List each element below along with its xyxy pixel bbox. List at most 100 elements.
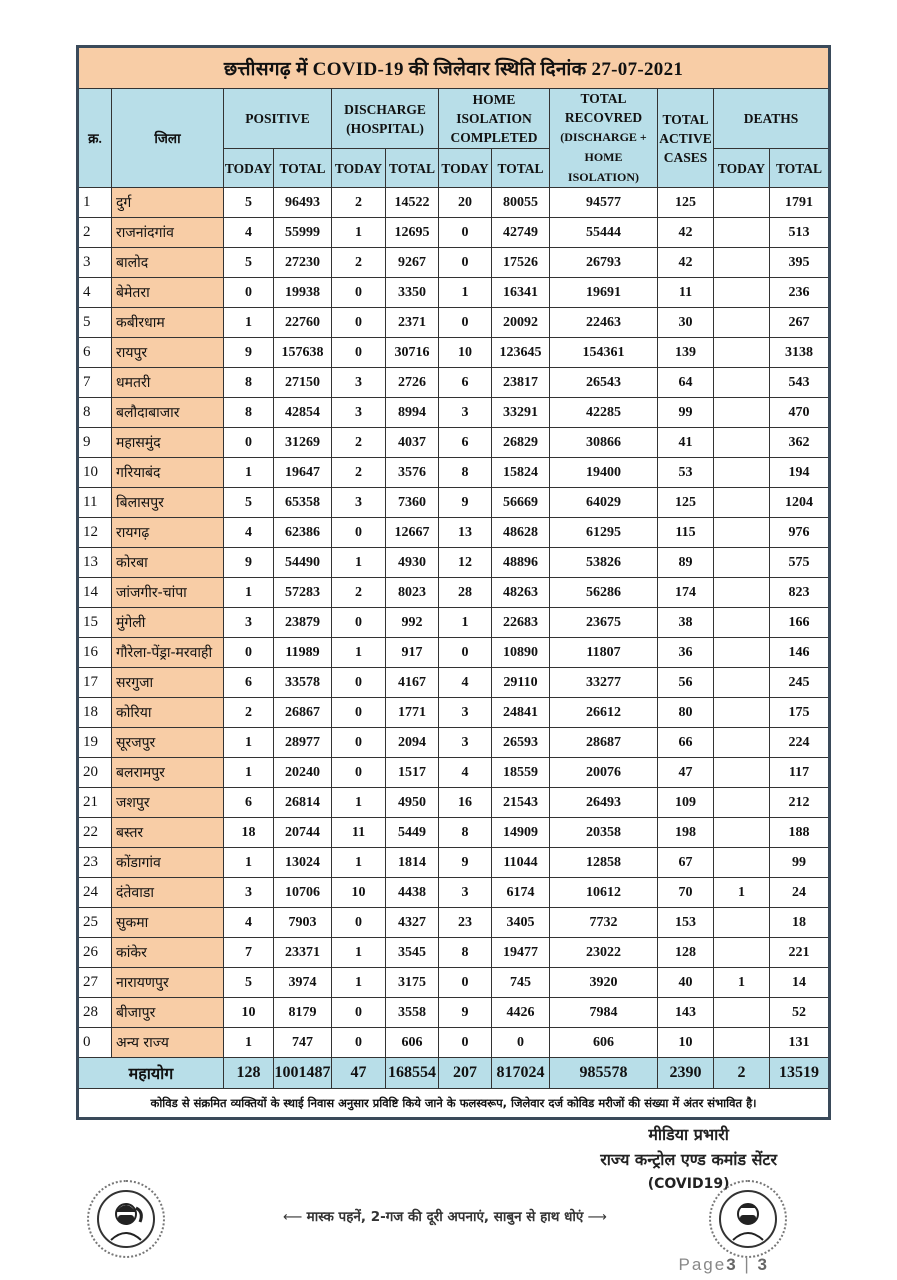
cell-home-today: 8 [438, 817, 492, 848]
cell-discharge-total: 2094 [385, 727, 439, 758]
cell-district: नारायणपुर [111, 967, 224, 998]
cell-deaths-today [713, 487, 770, 518]
table-row: 21 जशपुर 6 26814 1 4950 16 21543 26493 109 212 [77, 787, 831, 818]
cell-active: 11 [657, 277, 714, 308]
cell-home-today: 3 [438, 877, 492, 908]
cell-home-total: 48263 [491, 577, 550, 608]
cell-deaths-today [713, 727, 770, 758]
cell-deaths-total: 1204 [768, 487, 831, 518]
cell-sno: 18 [77, 697, 112, 728]
table-row: 2 राजनांदगांव 4 55999 1 12695 0 42749 55444 42 513 [77, 217, 831, 248]
cell-active: 66 [657, 727, 714, 758]
cell-home-today: 0 [438, 1027, 492, 1058]
cell-active: 10 [657, 1027, 714, 1058]
cell-positive-today: 1 [223, 577, 274, 608]
cell-discharge-today: 0 [331, 517, 386, 548]
cell-deaths-total: 194 [768, 457, 831, 488]
cell-discharge-total: 9267 [385, 247, 439, 278]
cell-discharge-today: 1 [331, 967, 386, 998]
cell-home-total: 6174 [491, 877, 550, 908]
cell-discharge-total: 8994 [385, 397, 439, 428]
cell-home-today: 3 [438, 727, 492, 758]
cell-discharge-total: 4950 [385, 787, 439, 818]
cell-deaths-total: 18 [768, 907, 831, 938]
page-label: Page [678, 1255, 727, 1274]
cell-positive-total: 26867 [273, 697, 332, 728]
page-number: Page3 | 3 [678, 1255, 769, 1274]
cell-active: 99 [657, 397, 714, 428]
cell-active: 64 [657, 367, 714, 398]
cell-discharge-today: 0 [331, 997, 386, 1028]
total-cell: 207 [438, 1057, 492, 1089]
cell-home-today: 4 [438, 667, 492, 698]
man-mask-icon [709, 1180, 787, 1258]
cell-sno: 16 [77, 637, 112, 668]
cell-discharge-today: 0 [331, 727, 386, 758]
cell-total-recovered: 26493 [549, 787, 658, 818]
cell-positive-total: 96493 [273, 187, 332, 218]
cell-positive-today: 4 [223, 907, 274, 938]
cell-district: सूरजपुर [111, 727, 224, 758]
cell-positive-total: 62386 [273, 517, 332, 548]
grand-total-row: महायोग 128 1001487 47 168554 207 817024 … [77, 1057, 831, 1089]
header-home-total: TOTAL [491, 148, 550, 188]
cell-sno: 25 [77, 907, 112, 938]
cell-positive-total: 23371 [273, 937, 332, 968]
cell-deaths-total: 395 [768, 247, 831, 278]
cell-deaths-today [713, 427, 770, 458]
cell-positive-total: 11989 [273, 637, 332, 668]
cell-discharge-today: 11 [331, 817, 386, 848]
cell-deaths-total: 224 [768, 727, 831, 758]
header-active: TOTAL ACTIVE CASES [657, 88, 714, 188]
cell-deaths-total: 146 [768, 637, 831, 668]
cell-home-today: 13 [438, 517, 492, 548]
cell-discharge-today: 1 [331, 637, 386, 668]
cell-positive-total: 27150 [273, 367, 332, 398]
cell-deaths-today [713, 337, 770, 368]
cell-discharge-total: 606 [385, 1027, 439, 1058]
cell-active: 174 [657, 577, 714, 608]
header-deaths-total: TOTAL [768, 148, 831, 188]
cell-positive-today: 3 [223, 877, 274, 908]
cell-active: 30 [657, 307, 714, 338]
cell-district: मुंगेली [111, 607, 224, 638]
table-row: 18 कोरिया 2 26867 0 1771 3 24841 26612 80 175 [77, 697, 831, 728]
cell-home-today: 20 [438, 187, 492, 218]
cell-deaths-today [713, 667, 770, 698]
header-home-isolation: HOME ISOLATION COMPLETED [438, 87, 550, 150]
cell-positive-total: 8179 [273, 997, 332, 1028]
cell-deaths-total: 166 [768, 607, 831, 638]
cell-discharge-today: 0 [331, 667, 386, 698]
cell-positive-total: 22760 [273, 307, 332, 338]
total-cell: 128 [223, 1057, 274, 1089]
cell-district: सरगुजा [111, 667, 224, 698]
cell-total-recovered: 26793 [549, 247, 658, 278]
cell-home-total: 15824 [491, 457, 550, 488]
cell-active: 41 [657, 427, 714, 458]
cell-home-total: 21543 [491, 787, 550, 818]
cell-total-recovered: 12858 [549, 847, 658, 878]
cell-district: जशपुर [111, 787, 224, 818]
cell-positive-total: 42854 [273, 397, 332, 428]
cell-sno: 23 [77, 847, 112, 878]
cell-home-total: 18559 [491, 757, 550, 788]
cell-home-today: 1 [438, 277, 492, 308]
total-cell: 2390 [657, 1057, 714, 1089]
cell-sno: 21 [77, 787, 112, 818]
cell-sno: 6 [77, 337, 112, 368]
cell-positive-total: 20240 [273, 757, 332, 788]
cell-discharge-total: 12695 [385, 217, 439, 248]
signature-line3: (COVID19) [647, 1176, 730, 1192]
cell-deaths-total: 175 [768, 697, 831, 728]
cell-district: महासमुंद [111, 427, 224, 458]
cell-home-total: 24841 [491, 697, 550, 728]
cell-deaths-total: 131 [768, 1027, 831, 1058]
cell-deaths-today [713, 937, 770, 968]
cell-total-recovered: 7984 [549, 997, 658, 1028]
cell-deaths-today [713, 907, 770, 938]
cell-positive-today: 1 [223, 727, 274, 758]
cell-sno: 0 [77, 1027, 112, 1058]
cell-discharge-total: 2371 [385, 307, 439, 338]
cell-deaths-total: 236 [768, 277, 831, 308]
cell-discharge-today: 3 [331, 397, 386, 428]
